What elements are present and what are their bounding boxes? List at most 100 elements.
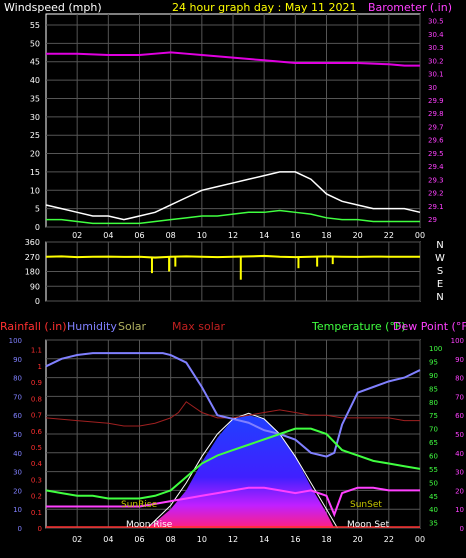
temperature-time-tick-label: 14 bbox=[259, 535, 269, 544]
moonset-label: Moon Set bbox=[347, 520, 390, 530]
dew-tick-label: 10 bbox=[455, 506, 464, 514]
wind-time-tick-label: 16 bbox=[290, 231, 300, 240]
rainfall-tick-label: 0.6 bbox=[31, 428, 43, 436]
humidity-tick-label: 20 bbox=[13, 487, 22, 495]
rainfall-tick-label: 0.3 bbox=[31, 476, 42, 484]
compass-label: N bbox=[436, 292, 443, 303]
temperature-time-tick-label: 04 bbox=[103, 535, 113, 544]
sunrise-label: SunRise bbox=[121, 500, 158, 510]
direction-axis-ticks: 0 90 180 270 360 bbox=[25, 238, 40, 306]
humidity-tick-label: 90 bbox=[13, 356, 22, 364]
temperature-line bbox=[45, 427, 421, 500]
direction-tick-label: 360 bbox=[25, 238, 40, 247]
wind-time-tick-label: 22 bbox=[384, 231, 394, 240]
temperature-axis-ticks: 35 40 45 50 55 60 65 70 75 80 85 90 95 100 bbox=[429, 345, 442, 528]
temperature-panel: Rainfall (.in) Humidity Solar Max solar … bbox=[0, 320, 466, 544]
direction-tick-label: 270 bbox=[25, 253, 40, 262]
wind-time-tick-label: 04 bbox=[103, 231, 113, 240]
dew-tick-label: 80 bbox=[455, 375, 464, 383]
temperature-tick-label: 65 bbox=[429, 439, 438, 447]
direction-series bbox=[45, 254, 420, 280]
humidity-axis-ticks: 0 10 20 30 40 50 60 70 80 90 100 bbox=[9, 337, 22, 533]
humidity-tick-label: 40 bbox=[13, 450, 22, 458]
barometer-tick-label: 30.5 bbox=[428, 18, 444, 26]
temperature-time-tick-label: 16 bbox=[290, 535, 300, 544]
rainfall-tick-label: 0.1 bbox=[31, 509, 42, 517]
temperature-tick-label: 50 bbox=[429, 479, 438, 487]
compass-label: S bbox=[437, 266, 443, 277]
barometer-tick-label: 29.7 bbox=[428, 123, 444, 131]
dew-tick-label: 40 bbox=[455, 450, 464, 458]
temperature-tick-label: 100 bbox=[429, 345, 442, 353]
legend-humidity: Humidity bbox=[67, 320, 117, 333]
temperature-tick-label: 70 bbox=[429, 426, 438, 434]
wind-time-tick-label: 00 bbox=[415, 231, 425, 240]
dew-tick-label: 100 bbox=[451, 337, 464, 345]
compass-label: W bbox=[435, 253, 445, 264]
barometer-tick-label: 30.4 bbox=[428, 31, 444, 39]
rainfall-tick-label: 0.7 bbox=[31, 412, 42, 420]
wind-time-tick-label: 10 bbox=[197, 231, 207, 240]
direction-grid bbox=[46, 241, 421, 302]
dew-axis-ticks: 0 10 20 30 40 50 60 70 80 90 100 bbox=[451, 337, 464, 533]
wind-tick-label: 15 bbox=[30, 168, 40, 177]
temperature-tick-label: 90 bbox=[429, 372, 438, 380]
wind-time-tick-label: 12 bbox=[228, 231, 238, 240]
temperature-time-tick-label: 20 bbox=[353, 535, 363, 544]
compass-label: E bbox=[437, 279, 443, 290]
barometer-line bbox=[46, 51, 420, 67]
temperature-tick-label: 95 bbox=[429, 358, 438, 366]
temperature-time-tick-label: 08 bbox=[166, 535, 176, 544]
wind-tick-label: 40 bbox=[30, 76, 40, 85]
humidity-tick-label: 80 bbox=[13, 375, 22, 383]
rainfall-tick-label: 1.1 bbox=[31, 347, 42, 355]
temperature-series bbox=[45, 352, 421, 529]
humidity-line bbox=[45, 352, 421, 458]
temperature-tick-label: 55 bbox=[429, 466, 438, 474]
heat-index-line bbox=[45, 401, 420, 427]
wind-tick-label: 5 bbox=[35, 205, 40, 214]
wind-average-line bbox=[46, 209, 420, 225]
temperature-tick-label: 60 bbox=[429, 452, 438, 460]
wind-series bbox=[45, 51, 421, 225]
wind-tick-label: 35 bbox=[30, 94, 40, 103]
direction-tick-label: 90 bbox=[30, 282, 40, 291]
dew-tick-label: 60 bbox=[455, 412, 464, 420]
barometer-tick-label: 30.3 bbox=[428, 44, 444, 52]
barometer-tick-label: 30 bbox=[428, 84, 437, 92]
rainfall-tick-label: 1 bbox=[38, 363, 42, 371]
temperature-time-tick-label: 18 bbox=[321, 535, 331, 544]
humidity-tick-label: 0 bbox=[18, 525, 22, 533]
temperature-grid bbox=[46, 339, 421, 529]
temperature-tick-label: 85 bbox=[429, 385, 438, 393]
humidity-tick-label: 100 bbox=[9, 337, 22, 345]
dew-tick-label: 50 bbox=[455, 431, 464, 439]
humidity-tick-label: 10 bbox=[13, 506, 22, 514]
compass-label: N bbox=[436, 240, 443, 251]
wind-grid bbox=[46, 14, 421, 228]
wind-time-tick-label: 14 bbox=[259, 231, 269, 240]
temperature-time-tick-label: 22 bbox=[384, 535, 394, 544]
temperature-time-tick-label: 06 bbox=[134, 535, 144, 544]
temperature-time-tick-label: 02 bbox=[72, 535, 82, 544]
barometer-tick-label: 30.2 bbox=[428, 57, 444, 65]
wind-time-tick-label: 02 bbox=[72, 231, 82, 240]
barometer-tick-label: 29.8 bbox=[428, 110, 444, 118]
direction-line bbox=[45, 254, 420, 259]
legend-rainfall: Rainfall (.in) bbox=[0, 320, 67, 333]
temperature-tick-label: 45 bbox=[429, 493, 438, 501]
barometer-tick-label: 29.6 bbox=[428, 137, 444, 145]
wind-time-tick-label: 06 bbox=[134, 231, 144, 240]
wind-time-tick-label: 20 bbox=[353, 231, 363, 240]
wind-tick-label: 20 bbox=[30, 150, 40, 159]
humidity-tick-label: 30 bbox=[13, 469, 22, 477]
wind-tick-label: 10 bbox=[30, 186, 40, 195]
direction-tick-label: 180 bbox=[25, 268, 40, 277]
wind-tick-label: 25 bbox=[30, 131, 40, 140]
barometer-tick-label: 30.1 bbox=[428, 71, 444, 79]
wind-tick-label: 50 bbox=[30, 39, 40, 48]
rainfall-tick-label: 0.9 bbox=[31, 379, 42, 387]
wind-axis-ticks: 0 5 10 15 20 25 30 35 40 45 50 55 bbox=[30, 21, 40, 232]
dew-tick-label: 70 bbox=[455, 393, 464, 401]
